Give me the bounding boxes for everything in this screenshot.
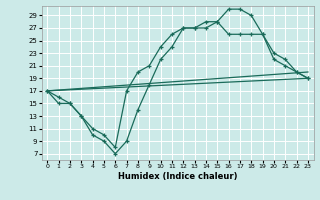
X-axis label: Humidex (Indice chaleur): Humidex (Indice chaleur)	[118, 172, 237, 181]
